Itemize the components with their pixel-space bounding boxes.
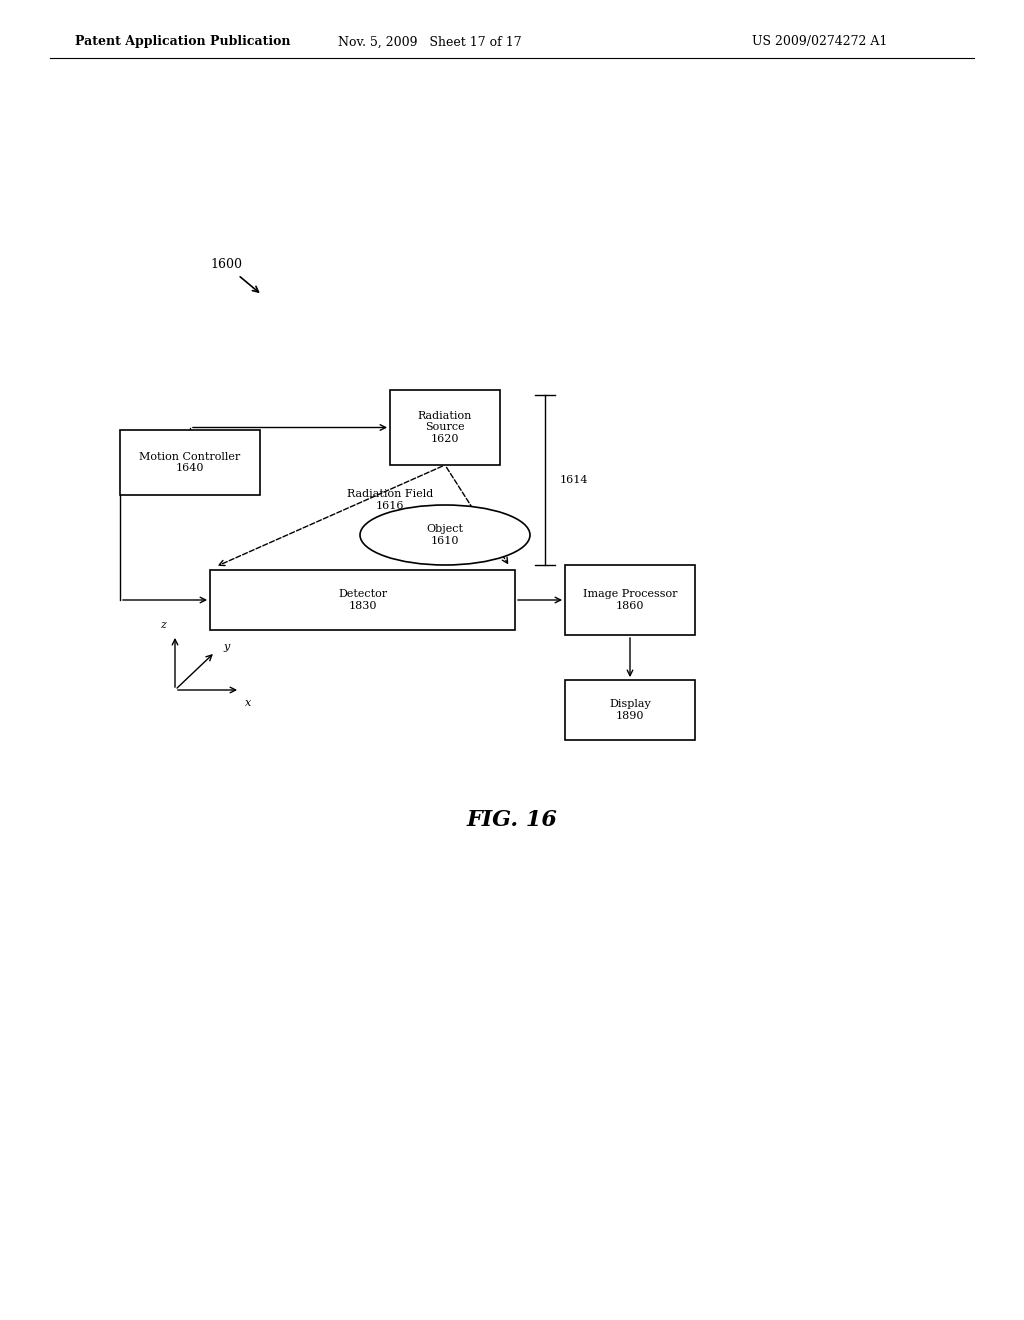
Text: y: y <box>223 642 229 652</box>
Bar <box>565 565 695 635</box>
Text: Patent Application Publication: Patent Application Publication <box>75 36 291 49</box>
Text: Radiation Field
1616: Radiation Field 1616 <box>347 490 433 511</box>
Text: 1600: 1600 <box>210 259 242 272</box>
Bar <box>210 570 515 630</box>
Text: Display
1890: Display 1890 <box>609 700 651 721</box>
Bar <box>565 680 695 741</box>
Text: x: x <box>245 698 251 708</box>
Text: 1614: 1614 <box>560 475 589 484</box>
Text: Radiation
Source
1620: Radiation Source 1620 <box>418 411 472 444</box>
Ellipse shape <box>360 506 530 565</box>
Text: US 2009/0274272 A1: US 2009/0274272 A1 <box>753 36 888 49</box>
Bar <box>120 430 260 495</box>
Bar <box>390 389 500 465</box>
Text: Image Processor
1860: Image Processor 1860 <box>583 589 677 611</box>
Text: z: z <box>160 620 166 630</box>
Text: Object
1610: Object 1610 <box>427 524 464 545</box>
Text: Nov. 5, 2009   Sheet 17 of 17: Nov. 5, 2009 Sheet 17 of 17 <box>338 36 522 49</box>
Text: Detector
1830: Detector 1830 <box>338 589 387 611</box>
Text: FIG. 16: FIG. 16 <box>467 809 557 832</box>
Text: Motion Controller
1640: Motion Controller 1640 <box>139 451 241 474</box>
